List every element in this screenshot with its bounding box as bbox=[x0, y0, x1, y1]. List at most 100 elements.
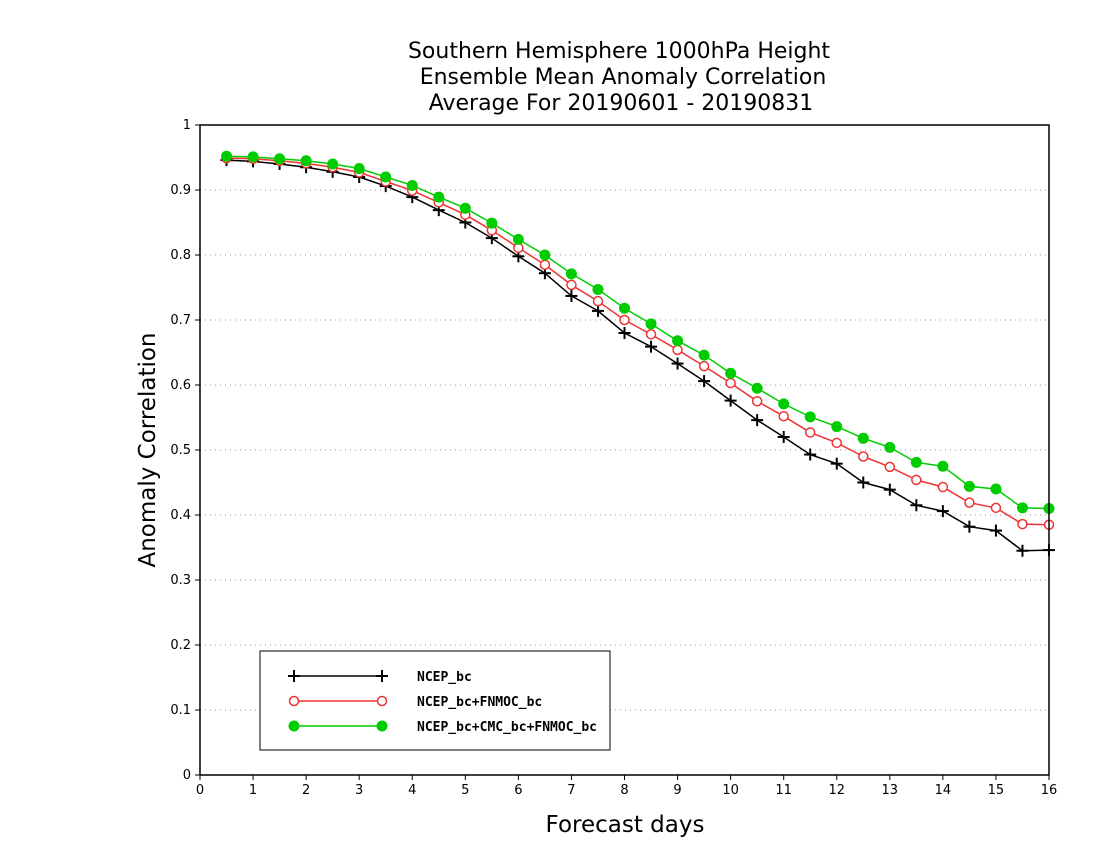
legend: NCEP_bc NCEP_bc+FNMOC_bc NCEP_bc+CMC_bc+FN… bbox=[259, 650, 611, 751]
data-point bbox=[433, 191, 445, 203]
grid bbox=[200, 189, 1049, 711]
data-point bbox=[751, 382, 763, 394]
data-point bbox=[618, 327, 631, 339]
data-point bbox=[884, 441, 896, 453]
y-tick-label: 0.8 bbox=[170, 248, 191, 263]
x-tick-label: 16 bbox=[1041, 783, 1058, 798]
x-tick-label: 14 bbox=[935, 783, 952, 798]
x-tick-label: 12 bbox=[828, 783, 845, 798]
data-point bbox=[539, 249, 551, 261]
data-point bbox=[671, 357, 684, 370]
data-point bbox=[565, 268, 577, 280]
data-point bbox=[910, 499, 923, 512]
data-point bbox=[936, 505, 949, 518]
data-point bbox=[751, 414, 764, 427]
legend-marker bbox=[288, 720, 300, 732]
data-point bbox=[937, 460, 949, 472]
series-2 bbox=[221, 152, 1055, 530]
x-tick-label: 15 bbox=[988, 783, 1005, 798]
data-point bbox=[990, 483, 1002, 495]
data-point bbox=[857, 476, 870, 489]
x-tick-label: 6 bbox=[514, 783, 522, 798]
x-axis: 0 1 2 3 4 5 6 7 8 9 10 11 12 13 14 15 16 bbox=[196, 775, 1057, 798]
data-point bbox=[963, 520, 976, 533]
data-point bbox=[778, 398, 790, 410]
legend-marker bbox=[288, 695, 300, 707]
data-point bbox=[1016, 544, 1029, 557]
y-axis: 0 0.1 0.2 0.3 0.4 0.5 0.6 0.7 0.8 0.9 1 bbox=[170, 118, 200, 783]
x-tick-label: 3 bbox=[355, 783, 363, 798]
data-point bbox=[592, 295, 604, 307]
data-point bbox=[486, 217, 498, 229]
y-tick-label: 1 bbox=[183, 118, 191, 133]
data-point bbox=[857, 432, 869, 444]
series-layer bbox=[220, 150, 1055, 557]
data-point bbox=[910, 456, 922, 468]
y-tick-label: 0.2 bbox=[170, 638, 191, 653]
legend-marker bbox=[376, 695, 388, 707]
data-point bbox=[619, 302, 630, 314]
x-axis-label: Forecast days bbox=[546, 812, 705, 838]
data-point bbox=[591, 304, 604, 317]
data-point bbox=[698, 349, 710, 361]
data-point bbox=[831, 421, 843, 433]
data-point bbox=[512, 233, 524, 245]
data-point bbox=[804, 427, 816, 438]
data-point bbox=[963, 480, 975, 492]
x-tick-label: 0 bbox=[196, 783, 204, 798]
x-tick-label: 7 bbox=[567, 783, 575, 798]
data-point bbox=[698, 375, 711, 388]
x-tick-label: 8 bbox=[620, 783, 628, 798]
series-1 bbox=[220, 154, 1055, 557]
x-tick-label: 10 bbox=[722, 783, 739, 798]
data-point bbox=[725, 367, 737, 379]
title-line-2: Ensemble Mean Anomaly Correlation bbox=[420, 65, 827, 90]
data-point bbox=[990, 502, 1002, 514]
legend-marker bbox=[376, 720, 388, 732]
data-point bbox=[592, 283, 604, 295]
data-point bbox=[327, 158, 339, 170]
y-tick-label: 0.5 bbox=[170, 443, 191, 458]
data-point bbox=[804, 448, 817, 461]
title-line-1: Southern Hemisphere 1000hPa Height bbox=[408, 39, 830, 64]
y-axis-label: Anomaly Correlation bbox=[135, 332, 161, 567]
data-point bbox=[804, 411, 816, 423]
legend-item: NCEP_bc+CMC_bc+FNMOC_bc bbox=[288, 720, 597, 735]
y-tick-label: 0.3 bbox=[170, 573, 191, 588]
data-point bbox=[539, 259, 551, 270]
data-point bbox=[724, 394, 737, 407]
data-point bbox=[380, 171, 392, 183]
series-line bbox=[226, 155, 1050, 510]
x-tick-label: 2 bbox=[302, 783, 310, 798]
legend-box bbox=[259, 650, 611, 751]
data-point bbox=[777, 431, 790, 443]
data-point bbox=[989, 524, 1002, 537]
data-point bbox=[619, 314, 630, 326]
legend-item: NCEP_bc bbox=[288, 670, 472, 685]
series-3 bbox=[221, 150, 1055, 514]
x-tick-label: 4 bbox=[408, 783, 416, 798]
legend-label: NCEP_bc+CMC_bc+FNMOC_bc bbox=[417, 720, 597, 735]
data-point bbox=[353, 163, 365, 175]
legend-marker bbox=[376, 670, 388, 682]
data-point bbox=[221, 150, 233, 162]
legend-item: NCEP_bc+FNMOC_bc bbox=[288, 695, 542, 710]
data-point bbox=[698, 360, 710, 372]
data-point bbox=[831, 437, 842, 449]
data-point bbox=[672, 335, 684, 347]
y-tick-label: 0 bbox=[183, 768, 191, 783]
data-point bbox=[274, 153, 286, 165]
data-point bbox=[300, 155, 312, 167]
data-point bbox=[1016, 502, 1028, 514]
x-tick-label: 1 bbox=[249, 783, 257, 798]
legend-label: NCEP_bc+FNMOC_bc bbox=[417, 695, 542, 710]
legend-label: NCEP_bc bbox=[417, 670, 472, 685]
x-tick-label: 11 bbox=[775, 783, 792, 798]
x-tick-label: 13 bbox=[882, 783, 899, 798]
data-point bbox=[884, 461, 896, 473]
data-point bbox=[645, 329, 657, 340]
data-point bbox=[566, 279, 577, 291]
x-tick-label: 9 bbox=[673, 783, 681, 798]
data-point bbox=[964, 497, 975, 508]
